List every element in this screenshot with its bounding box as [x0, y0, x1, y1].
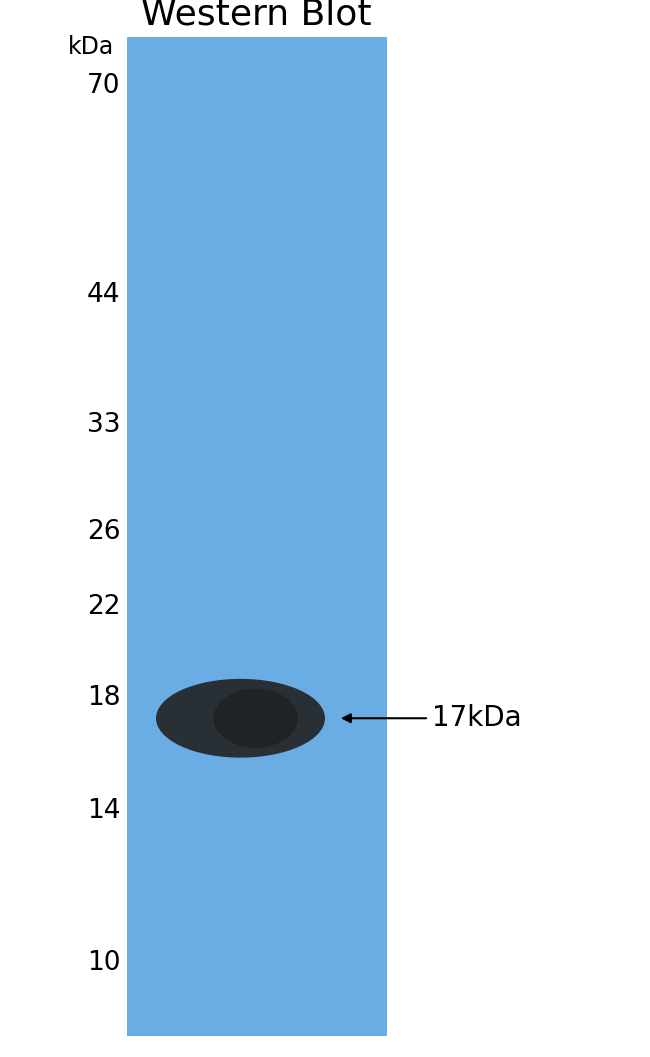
Text: 17kDa: 17kDa — [432, 704, 522, 733]
Text: 22: 22 — [86, 594, 120, 620]
Text: 33: 33 — [86, 411, 120, 438]
Ellipse shape — [156, 679, 325, 758]
Text: Western Blot: Western Blot — [142, 0, 372, 32]
Text: 26: 26 — [86, 519, 120, 545]
Text: 18: 18 — [86, 685, 120, 710]
Ellipse shape — [213, 689, 298, 747]
Text: 14: 14 — [86, 798, 120, 824]
Text: 70: 70 — [86, 73, 120, 98]
Bar — [127, 37, 387, 1036]
Text: 10: 10 — [86, 949, 120, 976]
Text: 44: 44 — [86, 282, 120, 308]
Text: kDa: kDa — [68, 35, 114, 59]
